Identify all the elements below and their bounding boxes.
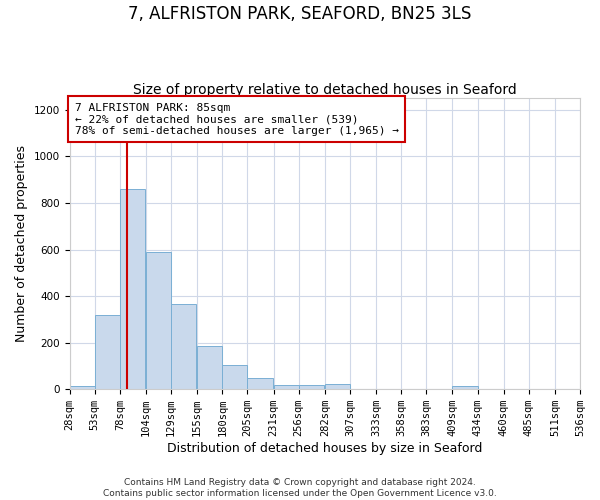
Bar xyxy=(222,365,247,389)
Y-axis label: Number of detached properties: Number of detached properties xyxy=(15,145,28,342)
Bar xyxy=(70,386,95,389)
Text: 7, ALFRISTON PARK, SEAFORD, BN25 3LS: 7, ALFRISTON PARK, SEAFORD, BN25 3LS xyxy=(128,5,472,23)
Title: Size of property relative to detached houses in Seaford: Size of property relative to detached ho… xyxy=(133,83,517,97)
Bar xyxy=(247,378,272,389)
Bar xyxy=(350,388,375,389)
Bar xyxy=(325,384,350,389)
Bar xyxy=(274,384,299,389)
Bar xyxy=(197,346,222,389)
Text: Contains HM Land Registry data © Crown copyright and database right 2024.
Contai: Contains HM Land Registry data © Crown c… xyxy=(103,478,497,498)
Bar xyxy=(120,189,145,389)
Bar xyxy=(95,314,120,389)
Bar xyxy=(146,252,171,389)
Bar xyxy=(452,386,478,389)
Bar xyxy=(171,304,196,389)
Text: 7 ALFRISTON PARK: 85sqm
← 22% of detached houses are smaller (539)
78% of semi-d: 7 ALFRISTON PARK: 85sqm ← 22% of detache… xyxy=(74,102,398,136)
Bar xyxy=(299,384,324,389)
X-axis label: Distribution of detached houses by size in Seaford: Distribution of detached houses by size … xyxy=(167,442,482,455)
